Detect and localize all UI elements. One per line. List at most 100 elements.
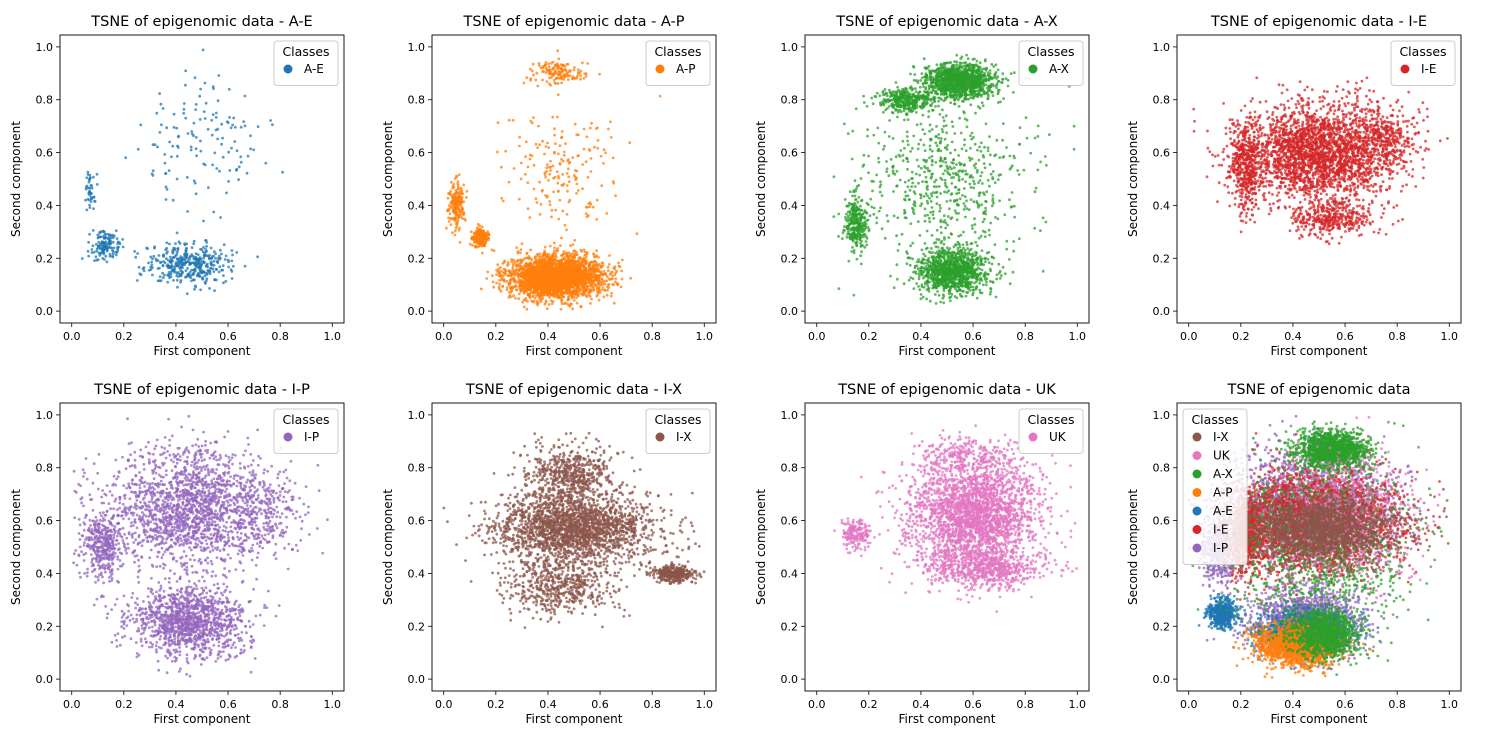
data-point	[606, 288, 609, 292]
data-point	[546, 283, 550, 286]
data-point	[224, 254, 228, 258]
data-point	[203, 117, 207, 120]
data-point	[168, 242, 171, 246]
data-point	[556, 290, 559, 293]
data-point	[445, 226, 448, 230]
data-point	[588, 201, 592, 205]
data-point	[969, 103, 973, 107]
y-tick-label: 0.8	[36, 94, 54, 107]
data-point	[563, 301, 567, 305]
data-point	[458, 208, 461, 212]
data-point	[92, 250, 96, 254]
data-point	[533, 257, 537, 261]
data-point	[575, 291, 579, 295]
data-point	[544, 268, 548, 271]
data-point	[221, 155, 225, 159]
data-point	[577, 154, 580, 158]
data-point	[516, 250, 520, 253]
data-point	[564, 286, 568, 290]
data-point	[550, 288, 553, 292]
data-point	[181, 266, 184, 269]
data-point	[571, 307, 574, 311]
data-point	[518, 268, 521, 272]
data-point	[579, 74, 582, 78]
data-point	[170, 155, 173, 159]
data-point	[97, 244, 101, 248]
data-point	[562, 250, 566, 253]
data-point	[541, 253, 545, 256]
data-point	[203, 251, 207, 255]
data-point	[239, 160, 243, 164]
data-point	[538, 212, 542, 216]
data-point	[614, 194, 617, 198]
data-point	[503, 259, 506, 263]
data-point	[552, 267, 556, 271]
data-point	[101, 257, 105, 260]
data-point	[226, 121, 230, 125]
data-point	[192, 278, 195, 282]
data-point	[542, 257, 546, 261]
data-point	[538, 143, 542, 147]
data-point	[593, 274, 596, 277]
data-point	[529, 77, 533, 80]
data-point	[582, 271, 585, 275]
data-point	[592, 268, 596, 271]
data-point	[591, 285, 595, 289]
data-point	[197, 257, 201, 261]
data-point	[556, 72, 560, 75]
data-point	[558, 267, 561, 271]
data-point	[157, 254, 161, 257]
data-point	[243, 264, 247, 268]
data-point	[95, 249, 99, 253]
data-point	[205, 244, 209, 248]
axes-frame	[59, 34, 345, 324]
data-point	[218, 169, 221, 173]
data-point	[540, 272, 543, 276]
data-point	[531, 69, 534, 73]
data-point	[522, 298, 526, 302]
data-point	[513, 260, 517, 264]
data-point	[169, 275, 173, 279]
data-point	[214, 128, 218, 132]
data-point	[215, 167, 219, 170]
data-point	[568, 264, 571, 267]
data-point	[544, 288, 548, 292]
y-tick-label: 0.6	[36, 147, 54, 160]
data-point	[161, 271, 165, 275]
data-point	[507, 180, 511, 184]
data-point	[532, 73, 535, 77]
data-point	[554, 142, 557, 146]
legend-entry-label: A-P	[676, 62, 696, 76]
data-point	[574, 283, 578, 287]
data-point	[175, 126, 179, 130]
data-point	[462, 210, 465, 214]
data-point	[597, 298, 601, 302]
data-point	[151, 273, 154, 277]
data-point	[550, 264, 553, 268]
data-point	[566, 302, 569, 306]
data-point	[193, 181, 197, 185]
data-point	[449, 223, 453, 227]
data-point	[538, 286, 542, 290]
data-point	[139, 123, 143, 127]
data-point	[573, 238, 577, 242]
data-point	[235, 167, 239, 171]
data-point	[620, 277, 624, 281]
data-point	[88, 203, 91, 207]
data-point	[919, 79, 922, 82]
data-point	[192, 242, 196, 246]
data-point	[169, 264, 173, 268]
data-point	[548, 203, 552, 207]
data-point	[579, 304, 583, 308]
data-point	[578, 273, 581, 276]
data-point	[545, 307, 549, 311]
data-point	[447, 216, 450, 220]
data-point	[611, 180, 615, 183]
data-point	[519, 161, 523, 165]
data-point	[512, 270, 516, 274]
data-point	[158, 131, 162, 134]
data-point	[478, 224, 481, 228]
data-point	[550, 215, 553, 219]
subplot-1: 0.0 0.2 0.4 0.6 0.8 1.00.00.20.40.60.81.0TSNE…	[9, 14, 345, 358]
